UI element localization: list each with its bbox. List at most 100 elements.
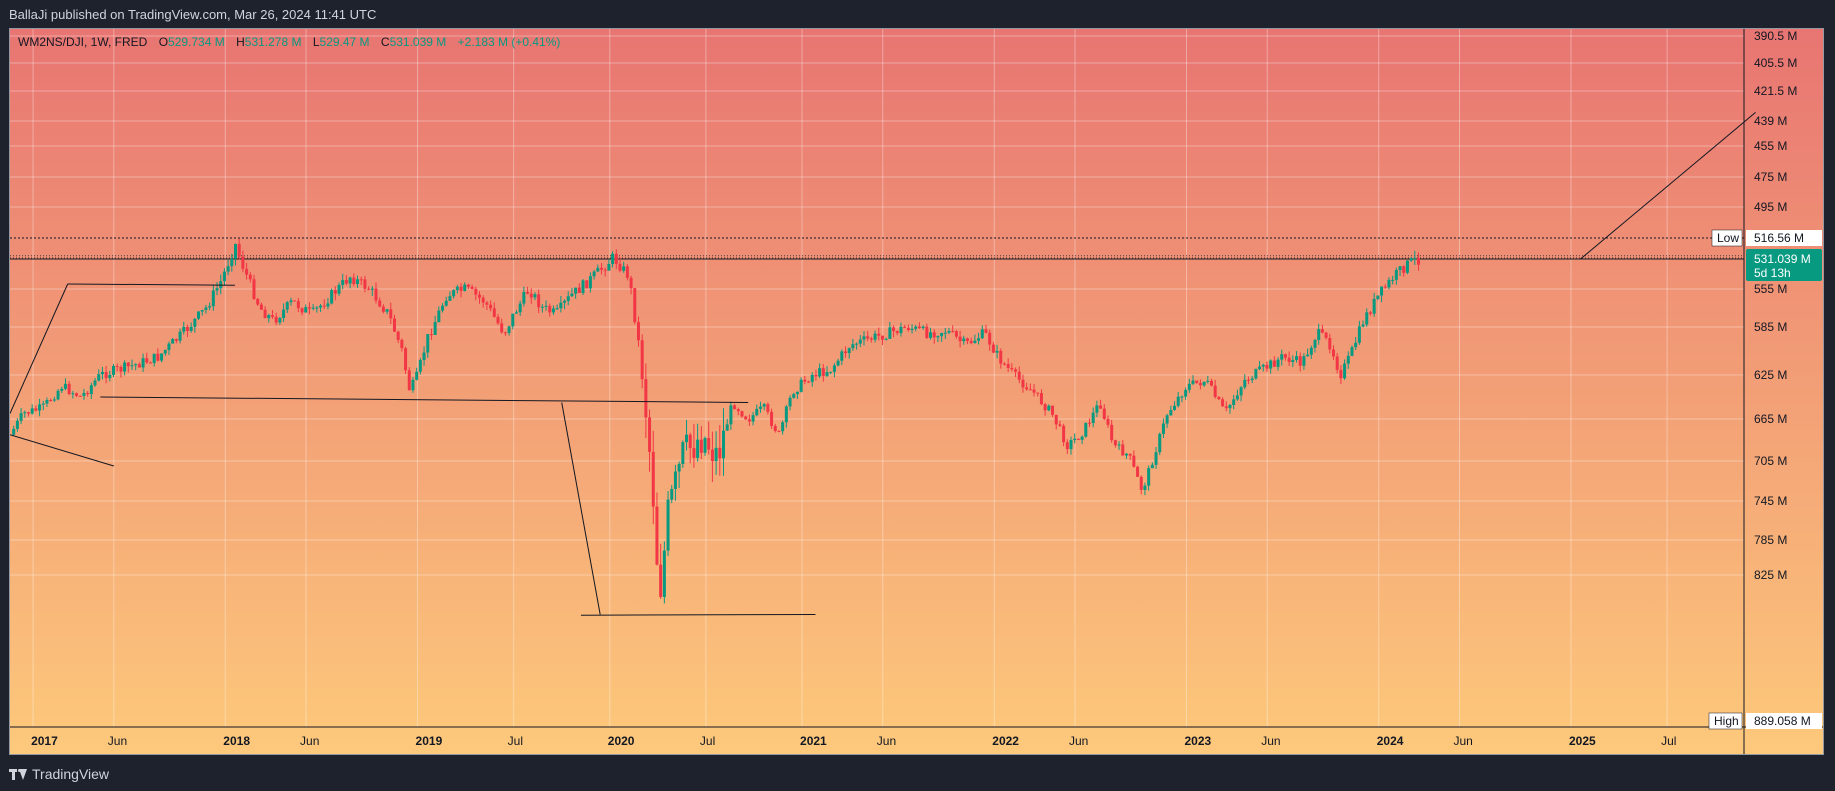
candle-body [348, 277, 352, 284]
candle-body [49, 400, 53, 402]
candle-body [1054, 414, 1058, 425]
tradingview-logo[interactable]: TradingView [9, 766, 109, 782]
candle-body [15, 420, 19, 429]
candle-body [226, 266, 230, 272]
candle-body [829, 371, 833, 373]
trend-line [10, 283, 69, 414]
candle-body [1036, 392, 1040, 394]
candle-body [529, 293, 533, 298]
candle-body [63, 383, 67, 389]
candle-body [252, 279, 256, 299]
candle-body [847, 348, 851, 353]
candle-body [932, 332, 936, 338]
candle-body [788, 397, 792, 407]
candle-body [89, 385, 93, 395]
candle-body [1213, 385, 1217, 397]
candle-body [821, 368, 825, 376]
candle-body [966, 338, 970, 342]
candle-body [943, 332, 947, 334]
candle-body [418, 360, 422, 372]
candle-body [929, 332, 933, 338]
candle-body [1002, 363, 1006, 365]
candle-body [1228, 405, 1232, 409]
candle-body [1309, 347, 1313, 355]
candle-body [977, 338, 981, 341]
candle-body [925, 326, 929, 338]
chart-canvas[interactable]: 390.5 M 405.5 M 421.5 M 439 M 455 M 475 M 495 … [10, 29, 1823, 754]
candle-body [1265, 364, 1269, 369]
candle-body [38, 404, 42, 411]
candle-body [1113, 440, 1117, 446]
candle-body [422, 352, 426, 361]
low-label: L [312, 35, 320, 49]
candle-body [489, 304, 493, 309]
candle-body [1065, 442, 1069, 450]
candle-body [592, 271, 596, 277]
candle-body [651, 451, 655, 507]
candle-body [1394, 270, 1398, 280]
candle-body [622, 266, 626, 271]
candle-body [429, 334, 433, 336]
candle-body [1276, 359, 1280, 367]
candle-body [899, 326, 903, 334]
candle-body [352, 277, 356, 284]
candle-body [980, 329, 984, 339]
price-tick-label: 475 M [1754, 170, 1787, 184]
candle-body [433, 322, 437, 335]
candle-body [400, 339, 404, 349]
candle-body [237, 243, 241, 257]
candle-body [248, 274, 252, 280]
candle-body [1161, 423, 1165, 434]
candle-body [1139, 476, 1143, 490]
candle-body [1121, 444, 1125, 456]
candle-body [71, 393, 75, 395]
candle-body [1187, 383, 1191, 390]
candle-body [245, 268, 249, 275]
candle-body [903, 326, 907, 328]
price-axis[interactable]: 390.5 M 405.5 M 421.5 M 439 M 455 M 475 M 495 … [1754, 29, 1797, 582]
candle-body [1235, 395, 1239, 400]
candle-body [581, 280, 585, 293]
candle-body [75, 393, 79, 396]
candle-body [1132, 455, 1136, 467]
candle-body [762, 404, 766, 407]
candle-body [337, 284, 341, 294]
candle-body [1354, 342, 1358, 348]
candle-body [666, 499, 670, 551]
candle-body [888, 327, 892, 339]
candle-body [1417, 258, 1421, 265]
candle-body [1047, 405, 1051, 411]
candle-body [681, 442, 685, 465]
candle-body [574, 287, 578, 294]
candle-body [718, 447, 722, 459]
candle-body [163, 349, 167, 354]
chart-frame[interactable]: 390.5 M 405.5 M 421.5 M 439 M 455 M 475 M 495 … [9, 28, 1824, 755]
candle-body [270, 315, 274, 317]
symbol-name[interactable]: WM2NS/DJI, 1W, FRED [18, 35, 148, 49]
candle-body [378, 300, 382, 307]
candle-body [566, 296, 570, 301]
time-axis[interactable]: 2017 Jun 2018 Jun 2019 Jul 2020 Jul 2021 Jun 2022 J… [31, 734, 1676, 748]
candle-body [1095, 405, 1099, 413]
candle-body [215, 288, 219, 291]
candle-body [692, 448, 696, 458]
candle-body [522, 292, 526, 304]
candle-body [278, 318, 282, 323]
candle-body [954, 331, 958, 337]
price-tick-label: 665 M [1754, 412, 1787, 426]
candle-body [607, 263, 611, 271]
candle-body [596, 267, 600, 272]
candle-body [1136, 466, 1140, 477]
candle-body [182, 326, 186, 332]
candle-body [1398, 266, 1402, 271]
candle-body [999, 350, 1003, 364]
candle-body [1413, 258, 1417, 260]
time-tick-label: 2020 [608, 734, 635, 748]
candle-body [714, 447, 718, 462]
candle-body [662, 550, 666, 597]
candle-body [315, 307, 319, 309]
candle-body [1039, 393, 1043, 405]
candle-body [503, 332, 507, 334]
candle-body [533, 294, 537, 298]
candle-body [614, 253, 618, 264]
